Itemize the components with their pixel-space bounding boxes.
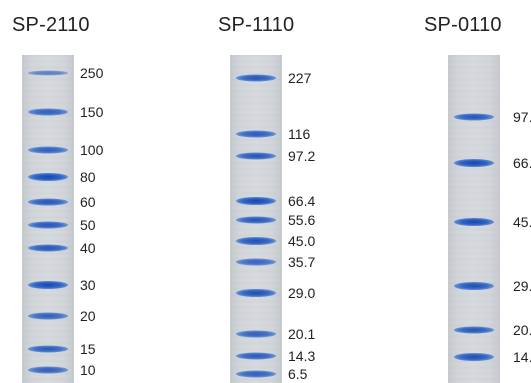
protein-band — [236, 258, 276, 266]
band-size-label: 45.0 — [513, 214, 531, 230]
band-size-label: 100 — [80, 142, 104, 158]
protein-band — [236, 289, 276, 297]
protein-band — [236, 152, 276, 160]
protein-band — [454, 326, 494, 334]
band-size-label: 40 — [80, 240, 96, 256]
band-size-label: 15 — [80, 341, 96, 357]
protein-band — [454, 353, 494, 361]
band-size-label: 35.7 — [288, 254, 316, 270]
protein-band — [28, 244, 68, 252]
band-size-label: 29.0 — [513, 278, 531, 294]
protein-band — [236, 130, 276, 138]
band-size-label: 20 — [80, 308, 96, 324]
protein-band — [28, 198, 68, 206]
band-size-label: 66.4 — [513, 155, 531, 171]
protein-band — [28, 312, 68, 320]
protein-band — [236, 370, 276, 378]
protein-band — [236, 352, 276, 360]
protein-band — [454, 113, 494, 121]
band-size-label: 20.1 — [513, 322, 531, 338]
band-size-label: 97.2 — [288, 148, 316, 164]
protein-band — [28, 366, 68, 374]
band-size-label: 150 — [80, 104, 104, 120]
band-size-label: 14.3 — [513, 349, 531, 365]
gel-panel-sp-1110: SP-1110 — [218, 0, 338, 383]
band-size-label: 6.5 — [288, 366, 308, 382]
band-size-label: 250 — [80, 65, 104, 81]
protein-band — [236, 74, 276, 82]
band-size-label: 116 — [288, 126, 311, 142]
band-size-label: 10 — [80, 362, 96, 378]
protein-band — [454, 218, 494, 226]
protein-band — [28, 70, 68, 76]
band-size-label: 60 — [80, 194, 96, 210]
band-size-label: 66.4 — [288, 193, 316, 209]
protein-band — [28, 108, 68, 116]
protein-band — [28, 281, 68, 289]
protein-band — [454, 282, 494, 290]
gel-lane — [22, 55, 74, 383]
band-size-label: 30 — [80, 277, 96, 293]
protein-band — [28, 173, 68, 181]
band-size-label: 80 — [80, 169, 96, 185]
protein-band — [28, 146, 68, 154]
gel-title: SP-0110 — [424, 14, 502, 36]
gel-title: SP-1110 — [218, 14, 295, 36]
protein-band — [236, 216, 276, 224]
protein-band — [236, 330, 276, 338]
band-size-label: 20.1 — [288, 326, 316, 342]
protein-band — [236, 237, 276, 245]
protein-band — [28, 221, 68, 229]
band-size-label: 14.3 — [288, 348, 316, 364]
protein-band — [28, 345, 68, 353]
band-size-label: 29.0 — [288, 285, 316, 301]
band-size-label: 227 — [288, 70, 312, 86]
band-size-label: 55.6 — [288, 212, 316, 228]
protein-band — [454, 159, 494, 167]
protein-band — [236, 197, 276, 205]
band-size-label: 97.2 — [513, 109, 531, 125]
gel-panel-sp-2110: SP-2110 — [12, 0, 132, 383]
gel-title: SP-2110 — [12, 14, 90, 36]
band-size-label: 50 — [80, 217, 96, 233]
band-size-label: 45.0 — [288, 233, 316, 249]
